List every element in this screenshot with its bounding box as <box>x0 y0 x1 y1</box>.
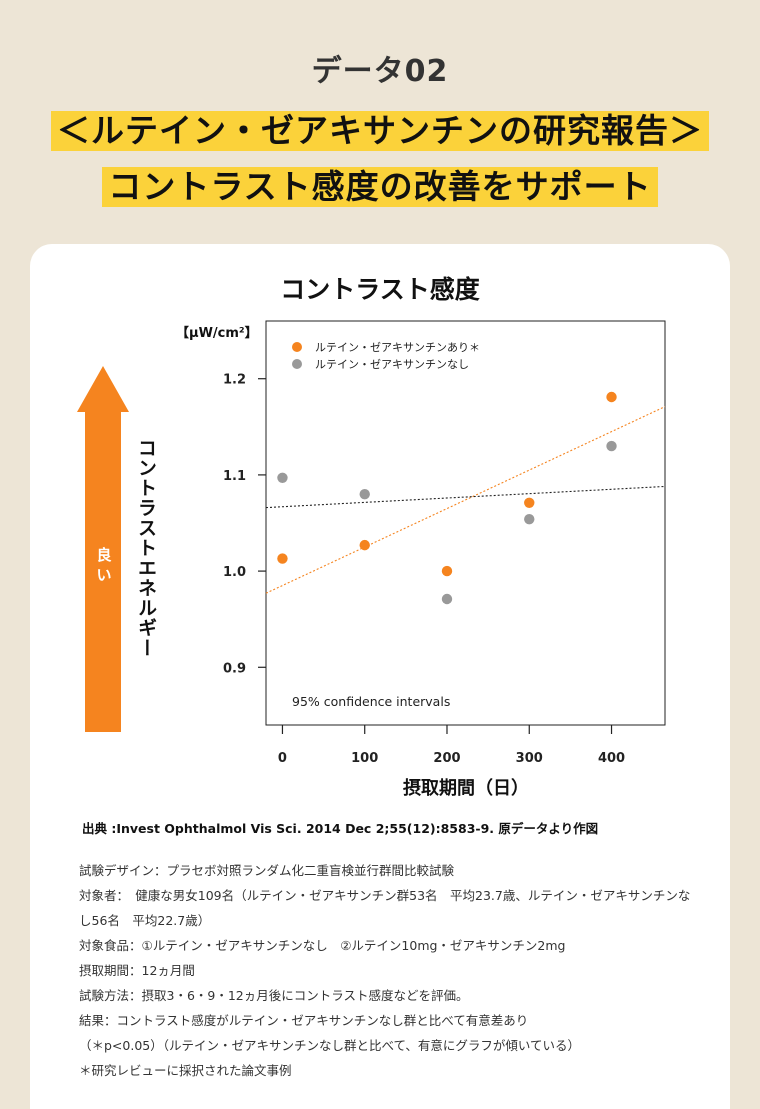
up-arrow-icon <box>77 366 129 732</box>
data-point-with <box>359 539 370 551</box>
note-line: 試験方法：摂取3・6・9・12ヵ月後にコントラスト感度などを評価。 <box>79 988 469 1003</box>
x-tick-label: 100 <box>351 751 378 766</box>
x-tick-label: 300 <box>516 751 543 766</box>
chart-card <box>30 244 730 1109</box>
data-point-without <box>277 472 288 483</box>
plot-frame <box>265 320 666 726</box>
scatter-chart: 0.9 1.0 1.1 1.2 0 100 200 300 400 ルテイン・ゼアキサンチンあり＊… <box>223 320 666 766</box>
y-tick-label: 1.0 <box>223 565 246 580</box>
note-line: （＊p<0.05）（ルテイン・ゼアキサンチンなし群と比べて、有意にグラフが傾いて… <box>79 1038 580 1053</box>
arrow-label-char-1: 良 <box>96 546 112 564</box>
legend-marker <box>292 342 302 352</box>
x-tick-label: 200 <box>433 751 460 766</box>
legend-label: ルテイン・ゼアキサンチンなし <box>315 358 469 371</box>
data-point-without <box>359 488 370 500</box>
x-tick-label: 400 <box>598 751 625 766</box>
legend-label: ルテイン・ゼアキサンチンあり＊ <box>315 341 480 354</box>
data-point-with <box>524 497 535 508</box>
arrow-shape <box>77 366 129 732</box>
arrow-label: 良 い <box>95 545 113 585</box>
headline-line-1: ＜ルテイン・ゼアキサンチンの研究報告＞ <box>0 111 760 151</box>
y-unit-label: 【μW/cm²】 <box>176 326 258 341</box>
confidence-note: 95% confidence intervals <box>292 694 450 709</box>
note-line: 摂取期間：12ヵ月間 <box>79 963 195 978</box>
note-line: 結果：コントラスト感度がルテイン・ゼアキサンチンなし群と比べて有意差あり <box>79 1013 529 1028</box>
section-label: データ02 <box>311 54 449 89</box>
y-tick-label: 0.9 <box>223 661 246 676</box>
arrow-label-char-2: い <box>96 566 112 584</box>
y-tick-label: 1.1 <box>223 469 246 484</box>
source-citation: 出典 :Invest Ophthalmol Vis Sci. 2014 Dec … <box>82 821 599 836</box>
data-point-without <box>441 593 453 605</box>
headline-line-2: コントラスト感度の改善をサポート <box>0 167 760 207</box>
note-line: 対象者： 健康な男女109名（ルテイン・ゼアキサンチン群53名 平均23.7歳、… <box>79 888 691 903</box>
x-axis-title: 摂取期間（日） <box>403 778 529 799</box>
chart-title: コントラスト感度 <box>280 275 480 304</box>
data-point-with <box>277 553 288 564</box>
data-point-with <box>606 391 617 403</box>
note-line: 対象食品：①ルテイン・ゼアキサンチンなし ②ルテイン10mg・ゼアキサンチン2m… <box>79 938 566 953</box>
data-point-with <box>441 565 453 577</box>
legend-marker <box>292 359 302 369</box>
trend-line-without <box>265 485 666 509</box>
note-line: ＊研究レビューに採択された論文事例 <box>79 1063 292 1078</box>
y-axis-title: コントラストエネルギー <box>135 438 157 658</box>
note-line: し56名 平均22.7歳） <box>79 913 211 928</box>
x-tick-label: 0 <box>278 751 287 766</box>
trend-line-with <box>265 406 666 594</box>
data-point-without <box>606 440 617 452</box>
note-line: 試験デザイン：プラセボ対照ランダム化二重盲検並行群間比較試験 <box>79 863 455 878</box>
study-notes: 試験デザイン：プラセボ対照ランダム化二重盲検並行群間比較試験 対象者： 健康な男… <box>79 858 699 1083</box>
y-tick-label: 1.2 <box>223 373 246 388</box>
data-point-without <box>524 513 535 525</box>
